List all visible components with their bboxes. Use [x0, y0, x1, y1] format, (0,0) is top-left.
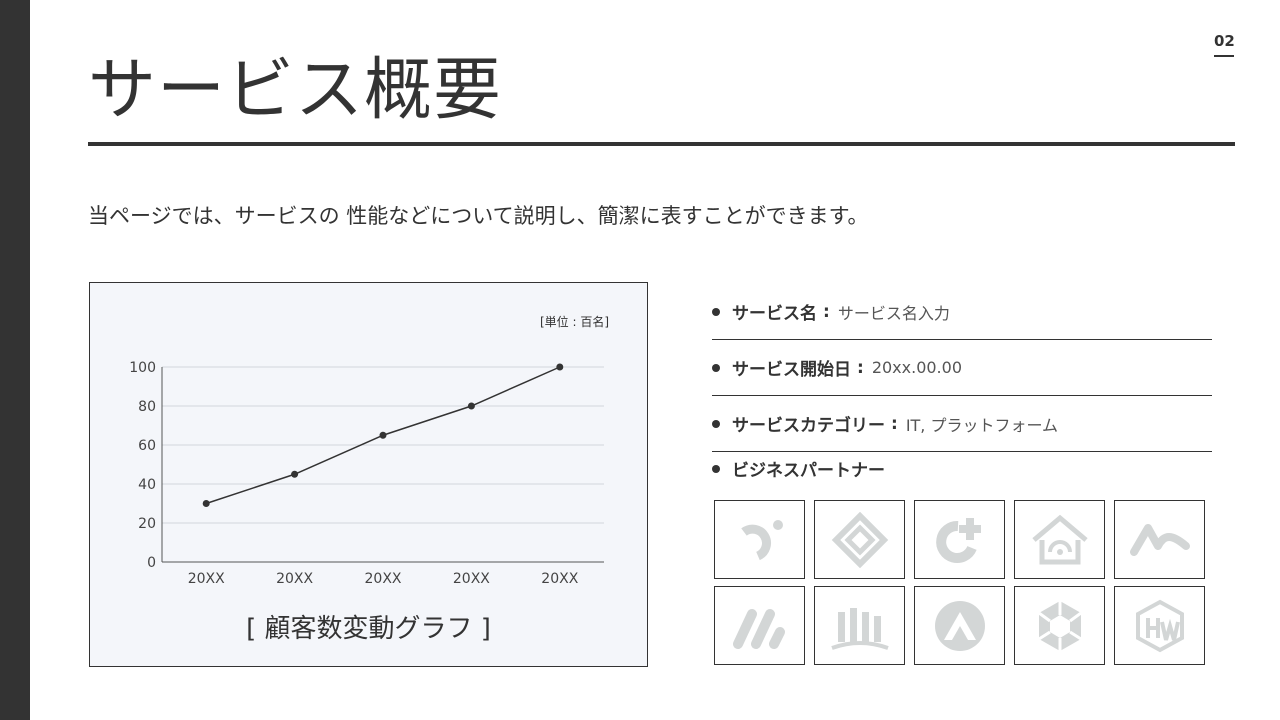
info-label: サービスカテゴリー: [732, 416, 885, 436]
data-point: [379, 431, 387, 439]
x-tick-label: 20XX: [453, 571, 490, 587]
x-tick-label: 20XX: [276, 571, 313, 587]
x-tick-label: 20XX: [188, 571, 225, 587]
chart-panel: 0 20 40 60 80 100 20XX 20XX 20XX 20XX 20XX: [89, 282, 648, 667]
bullet-icon: [712, 419, 720, 428]
data-point: [467, 402, 475, 410]
page-number-underline: [1214, 55, 1234, 57]
partners-label: ビジネスパートナー: [732, 461, 885, 481]
y-tick-label: 0: [147, 555, 156, 571]
logo-hook-dot-icon: [740, 519, 783, 560]
page-title: サービス概要: [88, 51, 503, 130]
chart-caption: [ 顧客数変動グラフ ]: [246, 614, 491, 644]
logo-c-plus-icon: [935, 517, 981, 563]
logo-aperture-icon: [1037, 600, 1082, 651]
data-point: [202, 500, 210, 507]
logo-wave-icon: [1129, 523, 1190, 556]
info-item-start-date: サービス開始日 : 20xx.00.00: [712, 340, 1212, 396]
partners-heading: ビジネスパートナー: [712, 456, 885, 481]
info-item-category: サービスカテゴリー : IT, プラットフォーム: [712, 396, 1212, 452]
logo-double-diamond-icon: [831, 511, 888, 568]
bullet-icon: [712, 307, 720, 316]
partner-logo-cell: [1114, 586, 1205, 665]
partner-logo-cell: [1014, 500, 1105, 579]
chart-unit-label: [単位 : 百名]: [540, 315, 610, 329]
x-tick-label: 20XX: [365, 571, 402, 587]
info-value: IT, プラットフォーム: [905, 415, 1058, 435]
y-tick-label: 80: [138, 399, 156, 415]
info-label: サービス名: [732, 304, 817, 324]
y-tick-label: 100: [129, 360, 156, 376]
x-tick-label: 20XX: [541, 571, 578, 587]
service-info-list: サービス名 : サービス名入力 サービス開始日 : 20xx.00.00 サービ…: [712, 284, 1212, 452]
data-point: [556, 363, 564, 371]
info-separator: :: [891, 413, 898, 434]
bullet-icon: [712, 363, 720, 372]
y-tick-label: 40: [138, 477, 156, 493]
info-value: サービス名入力: [837, 303, 950, 323]
logo-columns-icon: [830, 607, 889, 650]
logo-double-slash-icon: [732, 608, 785, 649]
partner-logo-grid: [714, 500, 1208, 665]
info-label: サービス開始日: [732, 360, 851, 380]
partner-logo-cell: [814, 500, 905, 579]
info-item-service-name: サービス名 : サービス名入力: [712, 284, 1212, 340]
info-separator: :: [823, 301, 830, 322]
line-chart: 0 20 40 60 80 100 20XX 20XX 20XX 20XX 20XX: [129, 360, 604, 587]
info-value: 20xx.00.00: [871, 358, 962, 377]
page-number: 02: [1214, 32, 1235, 50]
partner-logo-cell: [914, 586, 1005, 665]
partner-logo-cell: [914, 500, 1005, 579]
lead-text: 当ページでは、サービスの 性能などについて説明し、簡潔に表すことができます。: [88, 204, 869, 228]
logo-triangle-circle-icon: [934, 600, 985, 651]
logo-house-icon: [1031, 514, 1088, 564]
partner-logo-cell: [814, 586, 905, 665]
partner-logo-cell: [1014, 586, 1105, 665]
bullet-icon: [712, 464, 720, 473]
logo-hexagon-hw-icon: [1135, 599, 1184, 652]
y-tick-label: 20: [138, 516, 156, 532]
info-separator: :: [857, 357, 864, 378]
partner-logo-cell: [714, 500, 805, 579]
y-tick-label: 60: [138, 438, 156, 454]
side-accent-bar: [0, 0, 30, 720]
partner-logo-cell: [1114, 500, 1205, 579]
partner-logo-cell: [714, 586, 805, 665]
data-point: [291, 470, 299, 478]
title-divider: [88, 142, 1235, 146]
